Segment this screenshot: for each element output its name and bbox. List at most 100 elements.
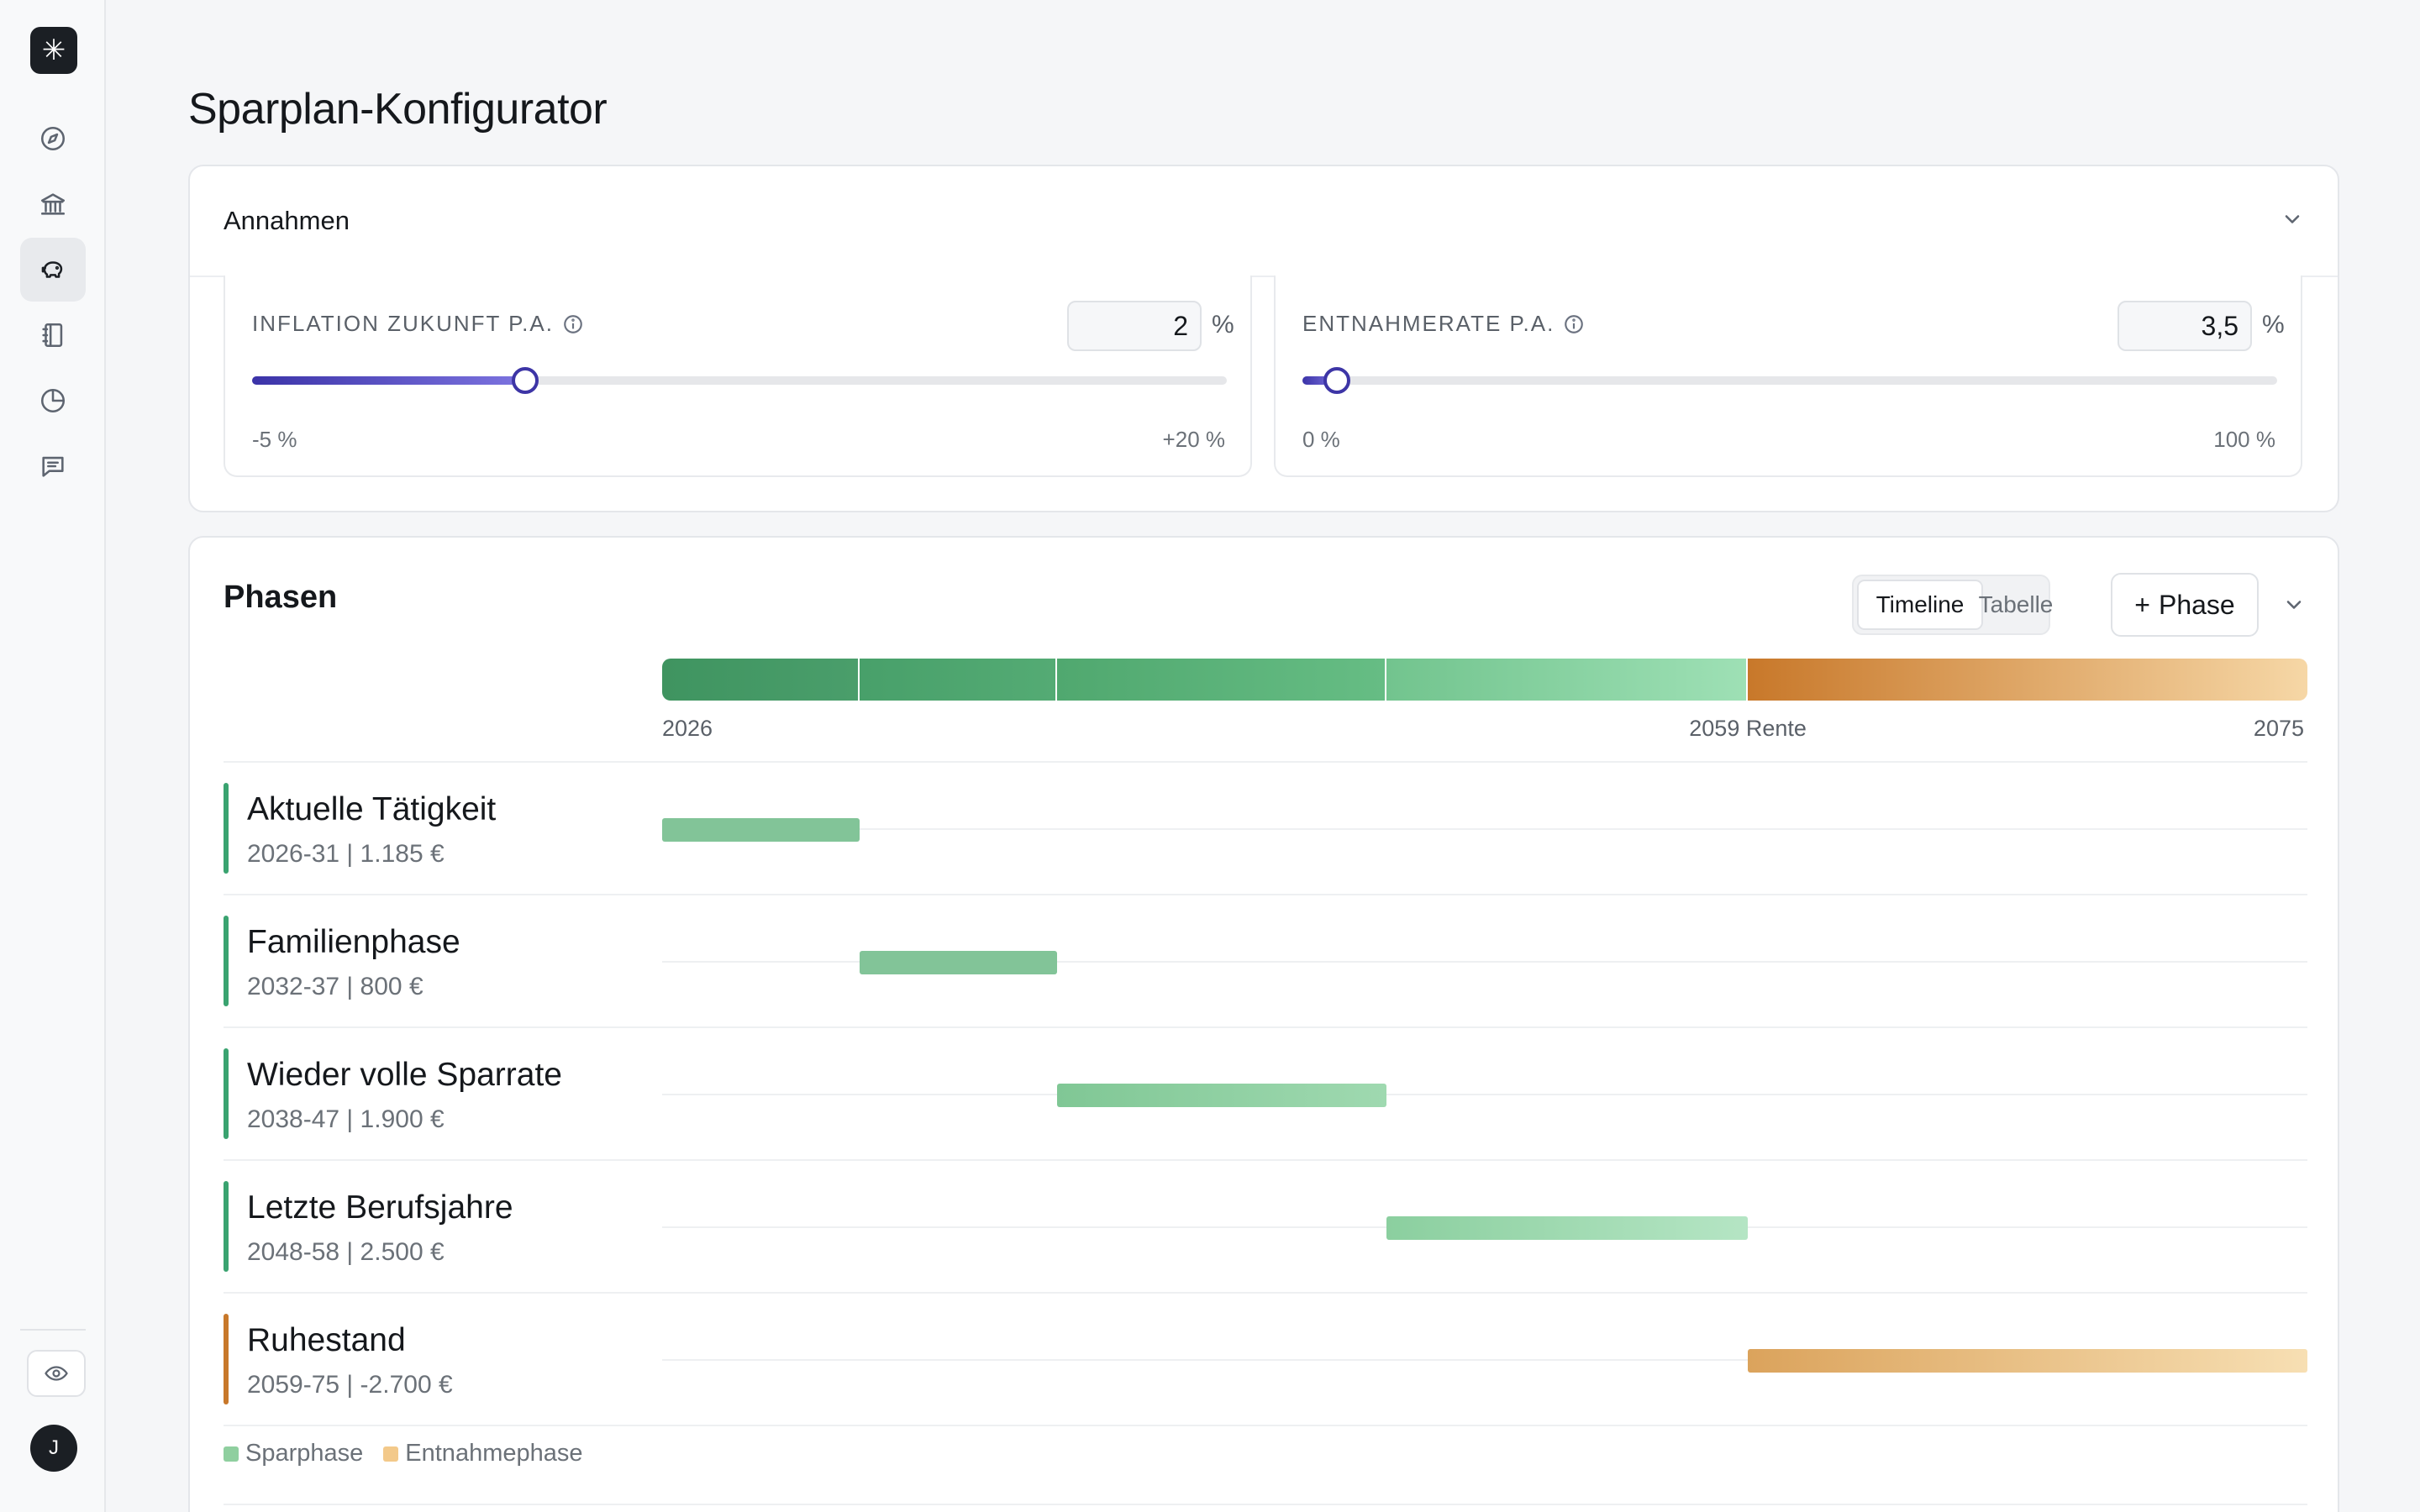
- chevron-down-icon[interactable]: [2282, 593, 2306, 621]
- phase-meta: 2032-37 | 800 €: [247, 973, 424, 1000]
- sidebar-divider: [20, 1329, 86, 1331]
- timeline-segment[interactable]: [859, 659, 1057, 701]
- inflation-unit: %: [1212, 311, 1234, 339]
- add-phase-label: Phase: [2158, 589, 2235, 620]
- phases-title: Phasen: [224, 580, 338, 615]
- timeline-end-label: 2075: [2253, 716, 2304, 741]
- pie-chart-icon: [40, 388, 66, 413]
- row-divider: [224, 894, 2307, 895]
- phase-accent: [224, 783, 229, 874]
- sidebar: ✳ J: [0, 0, 106, 1512]
- phase-bar[interactable]: [1748, 1349, 2307, 1373]
- legend-label-save: Sparphase: [245, 1440, 364, 1467]
- row-divider: [224, 761, 2307, 763]
- timeline-retirement-label: 2059 Rente: [1689, 716, 1807, 741]
- assumptions-header[interactable]: Annahmen: [190, 166, 2338, 277]
- sidebar-item-dashboard[interactable]: [20, 107, 86, 171]
- row-divider: [224, 1292, 2307, 1294]
- timeline-segment[interactable]: [662, 659, 860, 701]
- withdrawal-label: ENTNAHMERATE P.A.: [1302, 311, 1585, 337]
- inflation-input[interactable]: [1067, 301, 1202, 351]
- bank-icon: [40, 193, 66, 215]
- inflation-slider-box: INFLATION ZUKUNFT P.A. % -5 % +20 %: [224, 276, 1252, 477]
- phase-meta: 2059-75 | -2.700 €: [247, 1371, 453, 1399]
- phase-bar[interactable]: [662, 818, 860, 842]
- sidebar-item-analytics[interactable]: [20, 369, 86, 433]
- row-divider: [224, 1504, 2307, 1505]
- phase-name: Aktuelle Tätigkeit: [247, 791, 497, 827]
- timeline-segment[interactable]: [1748, 659, 2307, 701]
- phase-row[interactable]: Letzte Berufsjahre 2048-58 | 2.500 €: [224, 1161, 2307, 1294]
- view-toggle: Timeline Tabelle: [1852, 575, 2054, 635]
- withdrawal-unit: %: [2262, 311, 2285, 339]
- timeline-segment[interactable]: [1056, 659, 1386, 701]
- page-title: Sparplan-Konfigurator: [188, 85, 608, 134]
- sidebar-item-messages[interactable]: [20, 434, 86, 498]
- phase-bar[interactable]: [859, 951, 1057, 974]
- row-divider: [224, 1026, 2307, 1028]
- phase-meta: 2026-31 | 1.185 €: [247, 840, 445, 868]
- inflation-slider-track[interactable]: [252, 367, 1227, 394]
- phase-bar[interactable]: [1056, 1084, 1386, 1107]
- phase-name: Letzte Berufsjahre: [247, 1189, 513, 1226]
- info-icon[interactable]: [562, 313, 584, 335]
- withdrawal-max-label: 100 %: [2213, 427, 2275, 452]
- withdrawal-slider-track[interactable]: [1302, 367, 2277, 394]
- add-phase-button[interactable]: + Phase: [2111, 573, 2259, 637]
- compass-icon: [40, 126, 66, 151]
- timeline-overview-bar: [662, 659, 2307, 701]
- phase-row[interactable]: Ruhestand 2059-75 | -2.700 €: [224, 1294, 2307, 1426]
- phase-accent: [224, 1314, 229, 1404]
- withdrawal-label-text: ENTNAHMERATE P.A.: [1302, 311, 1555, 336]
- withdrawal-slider-fill: [1302, 376, 1337, 385]
- sidebar-item-bank[interactable]: [20, 172, 86, 236]
- phase-accent: [224, 1048, 229, 1139]
- assumptions-title: Annahmen: [224, 206, 350, 235]
- phase-track: [662, 1359, 2307, 1361]
- withdrawal-slider-thumb[interactable]: [1323, 367, 1350, 394]
- phase-name: Wieder volle Sparrate: [247, 1057, 562, 1093]
- avatar[interactable]: J: [30, 1425, 77, 1472]
- piggy-bank-icon: [41, 261, 63, 278]
- assumptions-card: Annahmen INFLATION ZUKUNFT P.A. % -5 % +…: [188, 165, 2339, 512]
- phase-meta: 2048-58 | 2.500 €: [247, 1238, 445, 1266]
- notebook-icon: [42, 323, 63, 348]
- app-logo[interactable]: ✳: [30, 27, 77, 74]
- sidebar-item-savings-plan[interactable]: [20, 238, 86, 302]
- row-divider: [224, 1425, 2307, 1426]
- legend: Sparphase Entnahmephase: [224, 1440, 583, 1467]
- visibility-toggle-button[interactable]: [27, 1350, 86, 1397]
- chevron-down-icon[interactable]: [2281, 207, 2304, 235]
- legend-swatch-withdraw: [383, 1446, 399, 1462]
- inflation-label: INFLATION ZUKUNFT P.A.: [252, 311, 584, 337]
- legend-label-withdraw: Entnahmephase: [405, 1440, 583, 1467]
- tab-table[interactable]: Tabelle: [1978, 591, 2054, 617]
- phases-card: Phasen Timeline Tabelle + Phase 2026 205…: [188, 536, 2339, 1512]
- phase-accent: [224, 916, 229, 1006]
- legend-item-save: Sparphase: [224, 1440, 363, 1467]
- sidebar-item-notebook[interactable]: [20, 303, 86, 367]
- phase-name: Ruhestand: [247, 1322, 406, 1358]
- phase-name: Familienphase: [247, 924, 460, 960]
- phase-row[interactable]: Aktuelle Tätigkeit 2026-31 | 1.185 €: [224, 763, 2307, 895]
- inflation-max-label: +20 %: [1162, 427, 1225, 452]
- phase-track: [662, 961, 2307, 963]
- withdrawal-min-label: 0 %: [1302, 427, 1340, 452]
- timeline-start-label: 2026: [662, 716, 713, 741]
- info-icon[interactable]: [1563, 313, 1585, 335]
- timeline-segment[interactable]: [1386, 659, 1749, 701]
- phase-accent: [224, 1181, 229, 1272]
- phase-bar[interactable]: [1386, 1216, 1749, 1240]
- phase-track: [662, 828, 2307, 830]
- plus-icon: +: [2134, 589, 2150, 620]
- withdrawal-input[interactable]: [2118, 301, 2252, 351]
- phase-row[interactable]: Familienphase 2032-37 | 800 €: [224, 895, 2307, 1028]
- phase-meta: 2038-47 | 1.900 €: [247, 1105, 445, 1133]
- eye-icon: [45, 1366, 68, 1381]
- tab-timeline[interactable]: Timeline: [1857, 580, 1983, 630]
- legend-swatch-save: [224, 1446, 239, 1462]
- phase-row[interactable]: Wieder volle Sparrate 2038-47 | 1.900 €: [224, 1028, 2307, 1161]
- inflation-label-text: INFLATION ZUKUNFT P.A.: [252, 311, 554, 336]
- row-divider: [224, 1159, 2307, 1161]
- inflation-slider-thumb[interactable]: [511, 367, 539, 394]
